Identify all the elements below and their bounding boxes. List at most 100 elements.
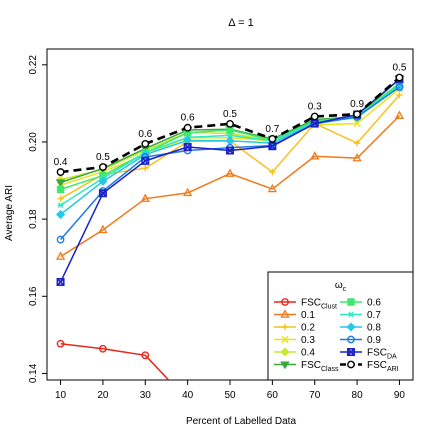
- legend-label: 0.4: [301, 348, 315, 359]
- legend-box: [267, 271, 414, 381]
- y-tick-label: 0.22: [28, 55, 39, 75]
- x-axis-label: Percent of Labelled Data: [186, 416, 297, 427]
- legend-title: ωc: [335, 280, 347, 293]
- x-tick-label: 30: [140, 390, 152, 401]
- point-ari: [141, 140, 150, 148]
- series-ari: [56, 73, 404, 176]
- legend-label: 0.6: [367, 298, 381, 309]
- point-clust: [99, 344, 107, 353]
- legend-item-clust: FSCClust: [274, 298, 337, 311]
- legend-label: 0.7: [367, 310, 381, 321]
- series-clust: [56, 339, 170, 380]
- point-w02: [142, 165, 149, 172]
- x-tick-label: 10: [55, 390, 67, 401]
- point-da: [141, 156, 150, 165]
- legend-label: FSCARI: [367, 360, 399, 373]
- point-w01: [394, 110, 405, 119]
- point-clust: [141, 351, 150, 360]
- legend-swatch-marker: [347, 335, 355, 344]
- legend-item-w02: 0.2: [274, 323, 315, 334]
- point-w08: [140, 150, 150, 160]
- annotation-label: 0.7: [265, 124, 279, 135]
- x-tick-label: 60: [267, 390, 279, 401]
- y-axis-label: Average ARI: [4, 185, 15, 241]
- legend-label-base: 0.3: [301, 335, 315, 346]
- series-line-clust: [60, 342, 170, 380]
- point-ari: [268, 134, 277, 143]
- series-line-ari: [60, 76, 401, 174]
- legend-item-w03: 0.3: [274, 335, 315, 346]
- legend-item-class: FSCClass: [274, 360, 339, 373]
- legend-item-w06: 0.6: [340, 298, 381, 309]
- y-tick-label: 0.16: [28, 286, 39, 306]
- point-w01: [225, 168, 235, 177]
- legend-label-base: FSC: [367, 348, 387, 359]
- y-axis: 0.14 0.16 0.18 0.20 0.22: [28, 55, 47, 383]
- point-w08: [56, 209, 66, 220]
- x-tick-label: 90: [394, 390, 406, 401]
- series-w01: [55, 110, 405, 260]
- point-w01: [140, 193, 150, 202]
- legend: ωcFSCClust0.10.20.30.4FSCClass0.60.70.80…: [267, 271, 414, 381]
- legend-label: 0.1: [301, 310, 315, 321]
- point-class: [55, 179, 66, 188]
- y-tick-label: 0.18: [28, 209, 39, 229]
- point-w03: [353, 119, 361, 128]
- point-w09: [56, 235, 65, 244]
- point-w07: [57, 202, 64, 209]
- annotation-label: 0.6: [181, 113, 195, 124]
- legend-label-sub: Class: [321, 366, 339, 373]
- legend-swatch-marker: [280, 347, 290, 357]
- point-w02: [396, 91, 403, 99]
- point-da: [183, 142, 192, 151]
- legend-label: 0.2: [301, 323, 315, 334]
- point-w01: [98, 224, 108, 234]
- chart-title: Δ = 1: [228, 17, 253, 29]
- y-tick-label: 0.20: [28, 132, 39, 152]
- point-w08: [98, 176, 108, 186]
- point-da: [226, 146, 234, 155]
- legend-item-w01: 0.1: [274, 309, 315, 321]
- x-tick-label: 70: [309, 390, 321, 401]
- legend-label: 0.3: [301, 335, 315, 346]
- legend-label-base: FSC: [301, 298, 321, 309]
- point-w07: [226, 132, 234, 139]
- x-tick-label: 20: [97, 390, 109, 401]
- point-ari: [395, 73, 404, 82]
- x-axis: 10 20 30 40 50 60 70 80 90: [55, 380, 405, 401]
- annotation-label: 0.3: [308, 102, 322, 113]
- legend-swatch-marker: [280, 309, 290, 318]
- legend-label-base: 0.6: [367, 298, 381, 309]
- x-tick-label: 80: [352, 390, 364, 401]
- point-w01: [352, 152, 362, 162]
- legend-title-sub: c: [343, 286, 347, 293]
- legend-label: 0.8: [367, 323, 381, 334]
- point-clust: [56, 339, 65, 348]
- legend-label-base: 0.8: [367, 323, 381, 334]
- point-ari: [353, 110, 361, 119]
- point-ari: [183, 123, 192, 132]
- legend-swatch-marker: [281, 323, 289, 331]
- point-w02: [353, 139, 361, 147]
- point-w01: [310, 151, 320, 160]
- legend-label: FSCClass: [301, 360, 339, 373]
- legend-swatch-marker: [347, 348, 355, 356]
- series-line-w01: [60, 115, 400, 258]
- point-da: [268, 142, 277, 151]
- point-w02: [269, 168, 276, 176]
- legend-swatch-marker: [347, 360, 355, 369]
- legend-swatch-marker: [346, 322, 356, 332]
- legend-label-base: FSC: [301, 360, 321, 371]
- legend-swatch-marker: [281, 298, 289, 306]
- annotation-label: 0.5: [96, 152, 110, 163]
- point-w06: [56, 185, 65, 194]
- legend-item-w08: 0.8: [340, 322, 381, 334]
- legend-label-sub: DA: [387, 354, 397, 361]
- point-w09: [395, 83, 404, 92]
- point-ari: [99, 163, 107, 171]
- x-tick-label: 40: [182, 390, 194, 401]
- legend-item-w04: 0.4: [274, 347, 315, 359]
- legend-label-base: 0.1: [301, 310, 315, 321]
- legend-label-base: FSC: [367, 360, 387, 371]
